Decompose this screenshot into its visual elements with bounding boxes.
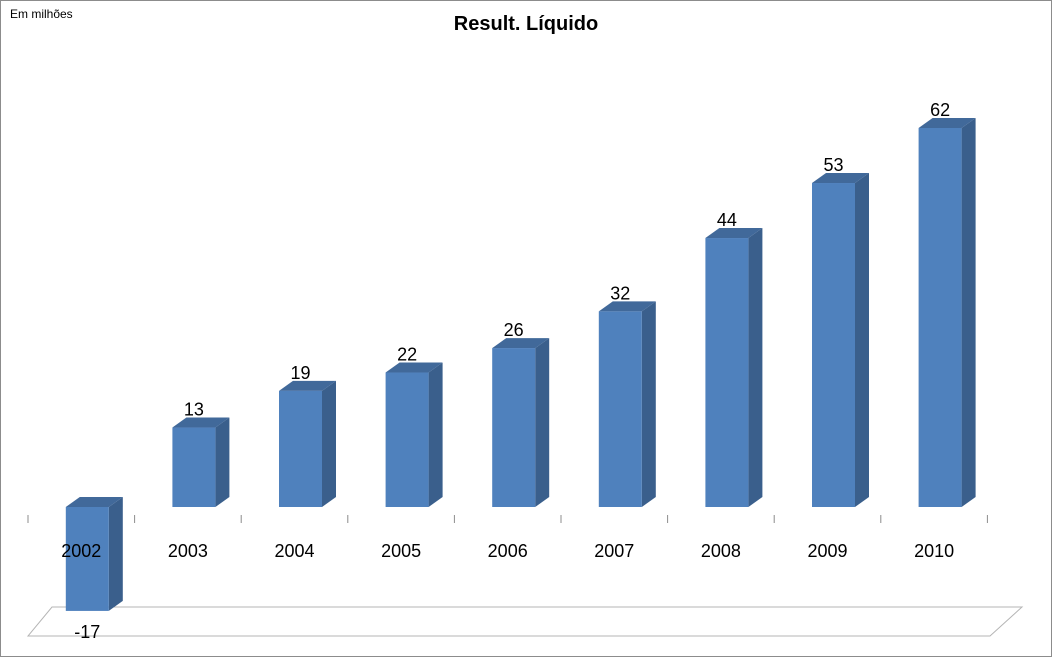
category-label-2008: 2008 [701, 541, 741, 561]
bar-top-2007 [598, 301, 656, 312]
bar-2010 [918, 128, 962, 507]
bar-side-2007 [641, 301, 656, 507]
category-label-2004: 2004 [274, 541, 314, 561]
bar-2005 [385, 372, 429, 507]
bar-top-2006 [492, 338, 550, 349]
bar-2009 [812, 183, 855, 508]
bar-2004 [279, 390, 322, 507]
bar-side-2005 [428, 362, 443, 507]
value-label-2008: 44 [717, 210, 737, 230]
category-label-2009: 2009 [807, 541, 847, 561]
bar-side-2006 [535, 338, 550, 507]
category-label-2007: 2007 [594, 541, 634, 561]
bar-top-2004 [279, 380, 336, 391]
category-label-2005: 2005 [381, 541, 421, 561]
value-label-2007: 32 [610, 283, 630, 303]
bar-top-2002 [65, 497, 123, 507]
value-label-2003: 13 [184, 400, 204, 420]
floor-plane [26, 606, 1024, 637]
category-label-2003: 2003 [168, 541, 208, 561]
value-label-2002: -17 [74, 622, 100, 642]
unit-label: Em milhões [10, 7, 73, 21]
bar-top-2008 [705, 228, 763, 239]
bar-top-2005 [385, 362, 443, 373]
value-label-2004: 19 [290, 363, 310, 383]
bar-2008 [705, 238, 749, 507]
bar-side-2010 [961, 118, 976, 507]
bar-top-2003 [172, 417, 230, 428]
bar-2003 [172, 427, 216, 507]
bar-side-2002 [108, 497, 123, 611]
chart-title: Result. Líquido [453, 13, 599, 35]
category-label-2006: 2006 [488, 541, 528, 561]
value-label-2009: 53 [823, 155, 843, 175]
bar-top-2010 [918, 118, 976, 128]
bar-2007 [598, 311, 642, 507]
value-label-2005: 22 [397, 345, 417, 365]
bar-2006 [492, 348, 536, 507]
bar-side-2009 [855, 173, 869, 508]
category-label-2010: 2010 [914, 541, 954, 561]
bar-top-2009 [812, 173, 869, 184]
value-label-2006: 26 [504, 320, 524, 340]
bar-side-2004 [322, 380, 336, 507]
bar-side-2003 [215, 417, 230, 507]
category-label-2002: 2002 [61, 541, 101, 561]
value-label-2010: 62 [930, 100, 950, 120]
bar-2002 [65, 507, 109, 611]
bar-side-2008 [748, 228, 763, 507]
